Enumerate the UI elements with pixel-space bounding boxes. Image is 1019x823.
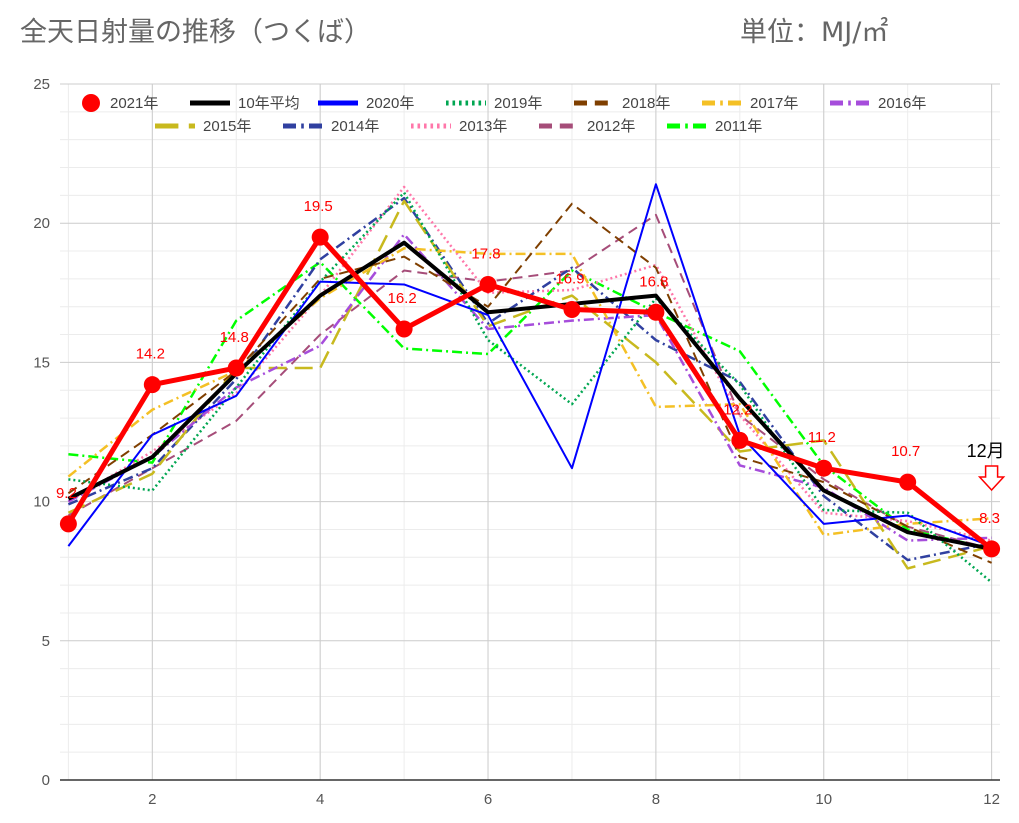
data-point: [311, 228, 329, 246]
series-line: [68, 260, 992, 551]
data-label: 12.2: [723, 401, 752, 418]
data-labels: 9.2 14.2 14.8 19.5 16.2 17.8 16.9 16.8 12.2 11.2 1…: [56, 198, 1000, 527]
data-label: 8.3: [979, 510, 1000, 527]
legend-label: 10年平均: [238, 95, 300, 112]
legend-label: 2016年: [878, 95, 926, 112]
data-point: [899, 473, 917, 491]
legend-marker: [82, 94, 100, 112]
annotation: 12月: [967, 441, 1006, 492]
data-label: 17.8: [471, 245, 500, 262]
month-annotation: 12月: [967, 441, 1005, 461]
legend-label: 2018年: [622, 95, 670, 112]
series-line: [67, 199, 992, 570]
data-point: [563, 301, 581, 319]
legend-label: 2021年: [110, 95, 158, 112]
legend-label: 2014年: [331, 118, 379, 135]
data-point: [227, 359, 245, 377]
series-line: [67, 185, 992, 542]
data-label: 9.2: [56, 485, 77, 502]
series-line: [67, 240, 992, 551]
x-tick-label: 6: [484, 791, 492, 808]
data-point: [731, 431, 749, 449]
legend-label: 2012年: [587, 118, 635, 135]
series-markers: [59, 228, 1001, 558]
data-label: 14.2: [136, 346, 165, 363]
y-tick-label: 0: [42, 772, 50, 789]
data-label: 11.2: [808, 429, 836, 446]
series-line: [67, 183, 992, 548]
y-tick-label: 25: [33, 76, 50, 93]
legend-label: 2013年: [459, 118, 507, 135]
x-tick-label: 4: [316, 791, 324, 808]
x-tick-label: 8: [652, 791, 660, 808]
y-tick-label: 20: [33, 215, 50, 232]
data-label: 14.8: [220, 329, 249, 346]
x-tick-label: 2: [148, 791, 156, 808]
data-point: [59, 515, 77, 533]
down-arrow-icon: [977, 465, 1006, 492]
legend: 2021年 10年平均 2020年 2019年 2018年 2017年 2016年 2015年…: [82, 94, 926, 135]
axes: 0 5 10 15 20 25 2 4 6 8 10 12: [33, 76, 1000, 808]
legend-label: 2019年: [494, 95, 542, 112]
legend-label: 2015年: [203, 118, 251, 135]
data-label: 16.8: [639, 273, 668, 290]
series-line: [68, 191, 993, 584]
series-lines: [66, 183, 994, 584]
legend-label: 2011年: [715, 118, 762, 135]
x-tick-label: 10: [815, 791, 832, 808]
legend-label: 2017年: [750, 95, 798, 112]
data-point: [479, 275, 497, 293]
data-label: 16.9: [555, 271, 584, 288]
y-tick-label: 10: [33, 494, 50, 511]
data-point: [395, 320, 413, 338]
data-point: [815, 459, 833, 477]
series-line: [67, 213, 992, 550]
data-label: 19.5: [304, 198, 333, 215]
unit-label: 単位：MJ/㎡: [740, 17, 889, 48]
legend-label: 2020年: [366, 95, 414, 112]
y-tick-label: 15: [33, 354, 50, 371]
data-label: 16.2: [388, 290, 417, 307]
y-tick-label: 5: [42, 633, 50, 650]
x-tick-label: 12: [983, 791, 1000, 808]
data-point: [647, 303, 665, 321]
chart-title: 全天日射量の推移（つくば）: [20, 17, 371, 48]
series-line: [67, 233, 992, 542]
series-line: [67, 202, 993, 564]
series-line: [66, 234, 994, 551]
data-point: [983, 540, 1001, 558]
data-point: [143, 376, 161, 394]
data-label: 10.7: [891, 443, 920, 460]
